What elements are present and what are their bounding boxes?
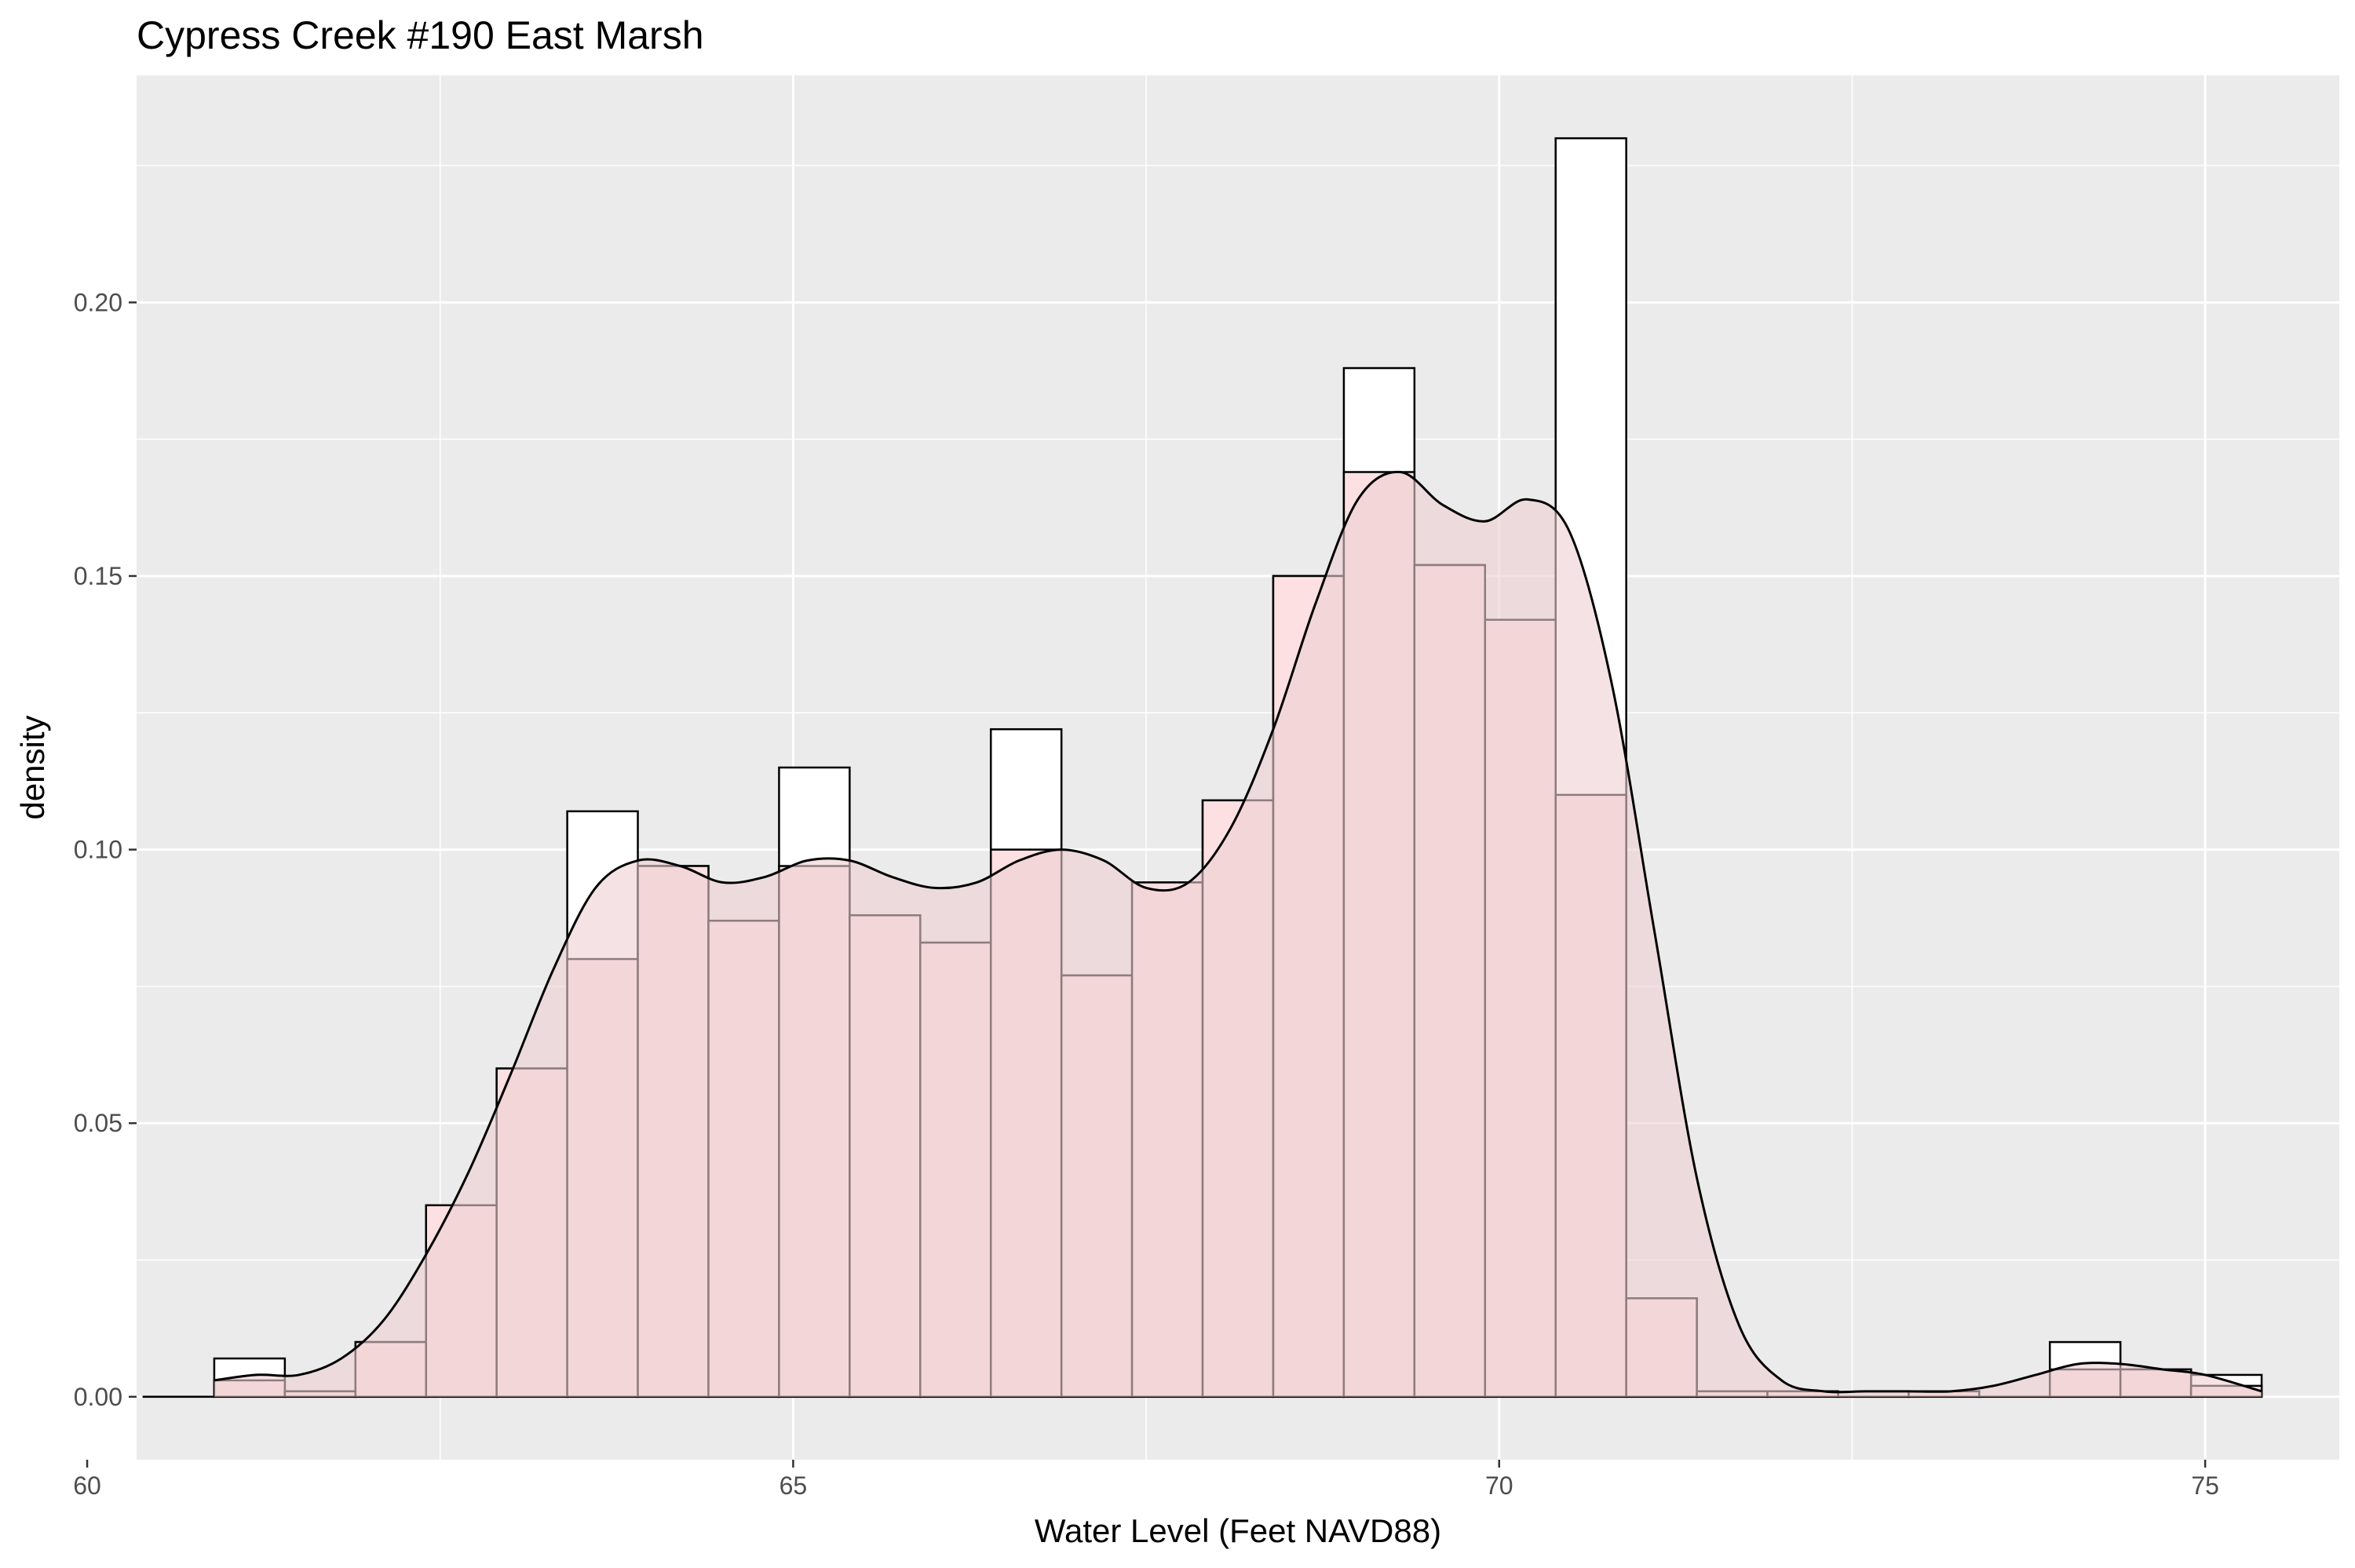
y-axis: 0.00 0.05 0.10 0.15 0.20 bbox=[74, 288, 137, 1411]
x-tick-label: 60 bbox=[73, 1471, 101, 1500]
density-layer bbox=[214, 470, 2262, 1397]
x-axis: 60 65 70 75 bbox=[73, 1460, 2219, 1500]
y-axis-title: density bbox=[14, 715, 51, 819]
x-tick-label: 65 bbox=[780, 1471, 808, 1500]
x-axis-title: Water Level (Feet NAVD88) bbox=[1035, 1512, 1441, 1549]
density-area bbox=[214, 472, 2262, 1397]
y-tick-label: 0.05 bbox=[74, 1109, 122, 1137]
y-tick-label: 0.20 bbox=[74, 288, 122, 316]
x-tick-label: 75 bbox=[2191, 1471, 2219, 1500]
y-tick-label: 0.15 bbox=[74, 562, 122, 590]
y-tick-label: 0.10 bbox=[74, 836, 122, 864]
density-curve bbox=[214, 470, 2262, 1394]
x-tick-label: 70 bbox=[1485, 1471, 1513, 1500]
y-tick-label: 0.00 bbox=[74, 1383, 122, 1411]
chart-title: Cypress Creek #190 East Marsh bbox=[137, 13, 704, 57]
